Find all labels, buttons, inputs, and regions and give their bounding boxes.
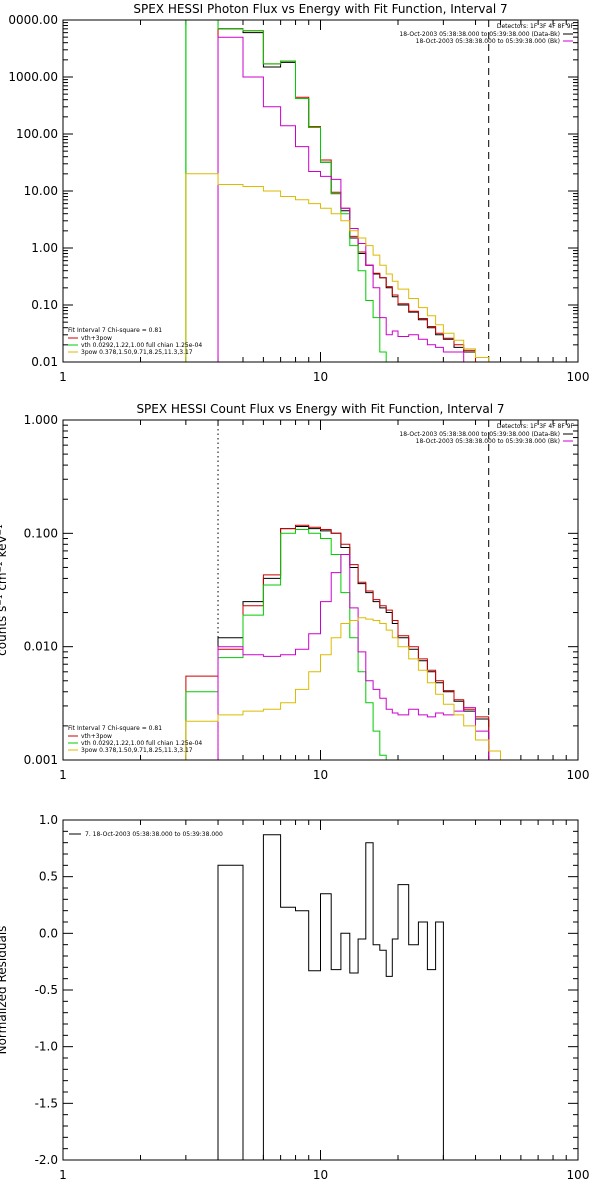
chart-panel-1: SPEX HESSI Photon Flux vs Energy with Fi… — [8, 2, 589, 384]
detectors-label: Detectors: 1F 3F 4F 8F 9F — [497, 23, 575, 30]
chart-panel-3: Normalized Residuals 1 10 100 -2.0 -1.5 -1.0 -0… — [0, 813, 589, 1182]
legend-label: 7. 18-Oct-2003 05:38:38.000 to 05:39:38.… — [85, 831, 223, 838]
x-tick-label: 10 — [313, 768, 328, 782]
series-line — [217, 36, 465, 362]
y-tick-label: -0.5 — [35, 983, 58, 997]
y-tick-label: 0.001 — [24, 753, 58, 767]
chart-title: SPEX HESSI Photon Flux vs Energy with Fi… — [133, 2, 507, 16]
x-tick-label: 1 — [59, 370, 67, 384]
legend-label: 18-Oct-2003 05:38:38.000 to 05:39:38.000… — [399, 31, 560, 38]
legend-label: vth+3pow — [81, 335, 112, 342]
series-group — [185, 524, 501, 760]
y-tick-label: 0.01 — [31, 355, 58, 369]
plot-frame — [62, 819, 579, 1161]
fit-label: Fit Interval 7 Chi-square = 0.81 — [68, 725, 162, 732]
legend-label: 3pow 0.378,1.50,9.71,8.25,11.3,3.17 — [81, 349, 193, 356]
y-tick-label: -2.0 — [35, 1153, 58, 1167]
y-tick-label: 0.100 — [24, 526, 58, 540]
fit-label: Fit Interval 7 Chi-square = 0.81 — [68, 327, 162, 334]
y-tick-label: 0.010 — [24, 640, 58, 654]
plot-frame — [62, 419, 579, 761]
y-tick-label: 0000.00 — [8, 13, 58, 27]
legend-label: 3pow 0.378,1.50,9.71,8.25,11.3,3.17 — [81, 747, 193, 754]
x-tick-label: 1 — [59, 1168, 67, 1182]
x-tick-label: 100 — [567, 768, 590, 782]
series-line — [185, 20, 387, 362]
series-line — [217, 554, 490, 760]
detectors-label: Detectors: 1F 3F 4F 8F 9F — [497, 423, 575, 430]
y-tick-label: 0.5 — [39, 870, 58, 884]
y-tick-label: 100.00 — [16, 127, 58, 141]
x-tick-label: 100 — [567, 370, 590, 384]
series-line — [185, 524, 490, 760]
series-line — [217, 28, 476, 362]
legend-label: vth+3pow — [81, 733, 112, 740]
x-tick-label: 100 — [567, 1168, 590, 1182]
series-group — [217, 834, 444, 1160]
plot-frame — [62, 19, 579, 363]
legend-label: vth 0.0292,1.22,1.00 full chian 1.25e-04 — [81, 342, 202, 349]
series-line — [217, 526, 490, 760]
x-tick-label: 10 — [313, 1168, 328, 1182]
y-tick-label: -1.0 — [35, 1040, 58, 1054]
chart-title: SPEX HESSI Count Flux vs Energy with Fit… — [136, 402, 504, 416]
y-tick-label: -1.5 — [35, 1096, 58, 1110]
y-tick-label: 1.000 — [24, 413, 58, 427]
y-tick-label: 0.0 — [39, 926, 58, 940]
y-tick-label: 10.00 — [24, 184, 58, 198]
series-line — [217, 28, 476, 362]
y-tick-label: 1.00 — [31, 241, 58, 255]
y-tick-label: 1000.00 — [8, 70, 58, 84]
x-tick-label: 10 — [313, 370, 328, 384]
series-line — [217, 834, 444, 1160]
series-line — [185, 529, 387, 760]
y-axis-label: counts s⁻¹ cm⁻² keV⁻¹ — [0, 524, 9, 656]
series-line — [185, 617, 501, 760]
x-tick-label: 1 — [59, 768, 67, 782]
legend-label: vth 0.0292,1.22,1.00 full chian 1.25e-04 — [81, 740, 202, 747]
series-group — [185, 20, 490, 362]
chart-panel-2: SPEX HESSI Count Flux vs Energy with Fit… — [0, 402, 589, 782]
legend-label: 18-Oct-2003 05:38:38.000 to 05:39:38.000… — [416, 38, 560, 45]
series-line — [185, 173, 490, 362]
y-axis-label: Normalized Residuals — [0, 926, 9, 1055]
y-tick-label: 1.0 — [39, 813, 58, 827]
legend-label: 18-Oct-2003 05:38:38.000 to 05:39:38.000… — [416, 438, 560, 445]
y-tick-label: 0.10 — [31, 298, 58, 312]
legend-label: 18-Oct-2003 05:38:38.000 to 05:39:38.000… — [399, 431, 560, 438]
